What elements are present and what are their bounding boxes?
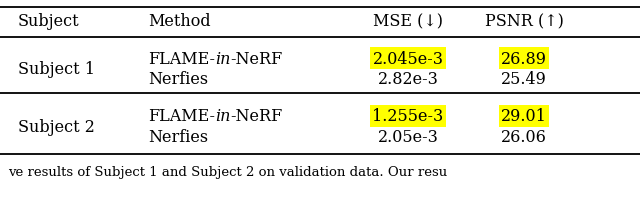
Text: 29.01: 29.01 bbox=[501, 108, 547, 125]
Text: Method: Method bbox=[148, 13, 211, 30]
Text: 2.045e-3: 2.045e-3 bbox=[372, 50, 444, 67]
Text: PSNR (↑): PSNR (↑) bbox=[484, 13, 563, 30]
Text: 25.49: 25.49 bbox=[501, 71, 547, 88]
Text: Nerfies: Nerfies bbox=[148, 129, 208, 146]
Text: 2.05e-3: 2.05e-3 bbox=[378, 129, 438, 146]
Text: ve results of Subject 1 and Subject 2 on validation data. Our resu: ve results of Subject 1 and Subject 2 on… bbox=[8, 166, 447, 179]
Text: -NeRF: -NeRF bbox=[230, 50, 283, 67]
Text: Subject: Subject bbox=[18, 13, 79, 30]
Text: Subject 2: Subject 2 bbox=[18, 118, 95, 135]
Text: 1.255e-3: 1.255e-3 bbox=[372, 108, 444, 125]
Text: MSE (↓): MSE (↓) bbox=[373, 13, 443, 30]
Text: Nerfies: Nerfies bbox=[148, 71, 208, 88]
Text: in: in bbox=[215, 108, 230, 125]
Text: 26.89: 26.89 bbox=[501, 50, 547, 67]
Text: FLAME-: FLAME- bbox=[148, 50, 215, 67]
Text: in: in bbox=[215, 50, 230, 67]
Text: 2.82e-3: 2.82e-3 bbox=[378, 71, 438, 88]
Text: Subject 1: Subject 1 bbox=[18, 61, 95, 78]
Text: 26.06: 26.06 bbox=[501, 129, 547, 146]
Text: FLAME-: FLAME- bbox=[148, 108, 215, 125]
Text: -NeRF: -NeRF bbox=[230, 108, 283, 125]
